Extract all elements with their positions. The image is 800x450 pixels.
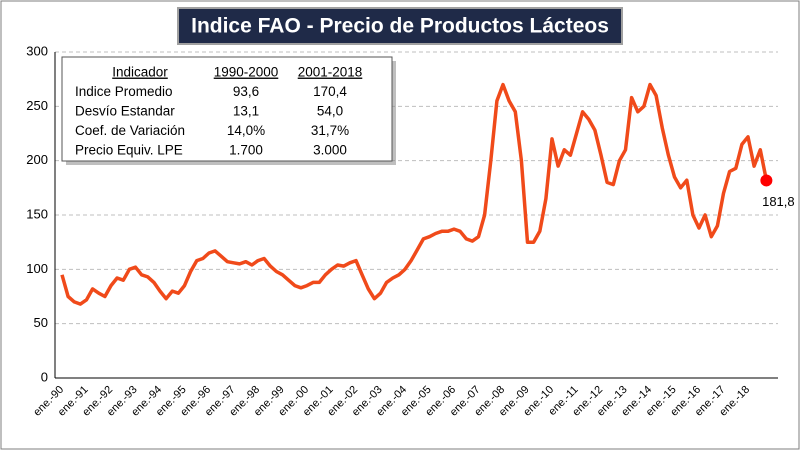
table-cell: 3.000 <box>313 143 347 158</box>
y-tick-label: 0 <box>41 369 48 384</box>
y-tick-label: 150 <box>26 206 48 221</box>
table-cell: Precio Equiv. LPE <box>75 143 183 158</box>
y-tick-label: 250 <box>26 98 48 113</box>
table-cell: 54,0 <box>317 104 343 119</box>
table-cell: 170,4 <box>313 84 347 99</box>
y-tick-label: 100 <box>26 261 48 276</box>
table-box <box>61 56 393 162</box>
table-header: 2001-2018 <box>298 65 363 80</box>
table-header: 1990-2000 <box>214 65 279 80</box>
table-cell: Indice Promedio <box>75 84 173 99</box>
end-marker <box>760 174 773 187</box>
table-cell: 1.700 <box>229 143 263 158</box>
title-box <box>177 7 623 45</box>
table-cell: 13,1 <box>233 104 259 119</box>
y-tick-label: 50 <box>34 315 48 330</box>
y-tick-label: 200 <box>26 152 48 167</box>
y-tick-label: 300 <box>26 43 48 58</box>
table-cell: 31,7% <box>311 123 349 138</box>
table-cell: Coef. de Variación <box>75 123 185 138</box>
data-label: 181,8 <box>762 194 795 209</box>
table-header: Indicador <box>112 65 168 80</box>
table-cell: Desvío Estandar <box>75 104 175 119</box>
table: Indicador 1990-2000 2001-2018 Indice Promed… <box>75 65 362 158</box>
table-cell: 93,6 <box>233 84 259 99</box>
chart-title: Indice FAO - Precio de Productos Lácteos <box>191 15 609 38</box>
data-line <box>60 82 769 306</box>
table-cell: 14,0% <box>227 123 265 138</box>
